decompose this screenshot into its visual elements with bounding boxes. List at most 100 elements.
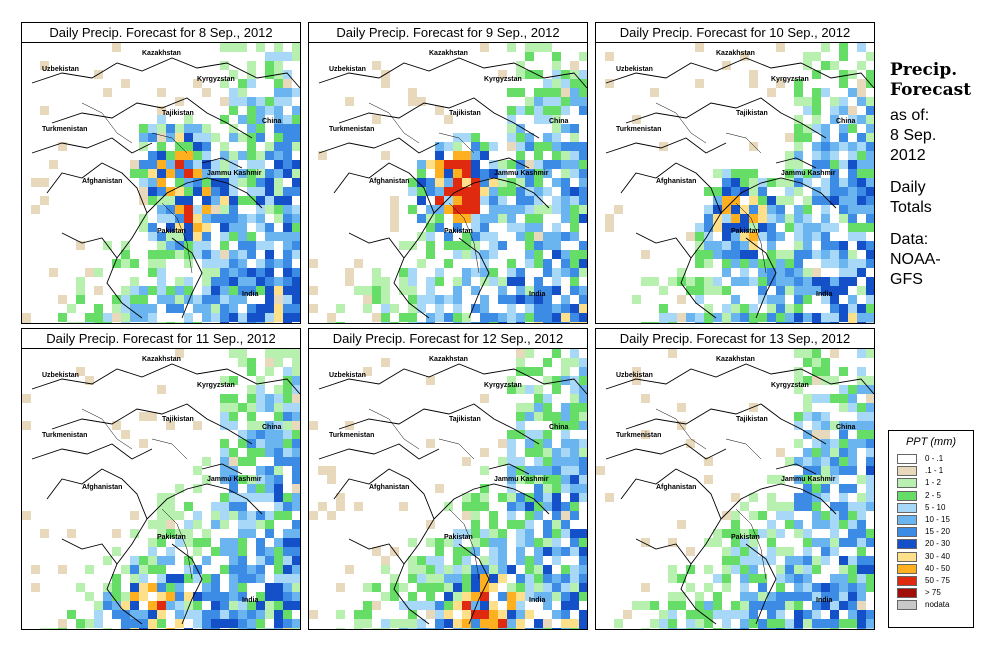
country-label-jammu_kashmir: Jammu Kashmir (781, 170, 836, 177)
country-label-china: China (836, 118, 856, 125)
legend-label: 2 - 5 (925, 490, 942, 500)
legend-item: 0 - .1 (889, 453, 973, 465)
precip-map: Kazakhstan Uzbekistan Kyrgyzstan Tajikistan… (309, 43, 587, 323)
legend-label: 20 - 30 (925, 539, 950, 549)
legend-title: PPT (mm) (905, 436, 957, 448)
legend-item: 50 - 75 (889, 575, 973, 587)
country-label-kazakhstan: Kazakhstan (429, 356, 468, 363)
legend-label: .1 - 1 (925, 466, 944, 476)
info-heading: Forecast (890, 80, 972, 100)
country-label-afghanistan: Afghanistan (369, 484, 409, 491)
country-label-uzbekistan: Uzbekistan (616, 66, 653, 73)
data-label: Data: (890, 231, 929, 248)
panel-title: Daily Precip. Forecast for 13 Sep., 2012 (596, 329, 874, 349)
country-label-kazakhstan: Kazakhstan (142, 50, 181, 57)
country-label-afghanistan: Afghanistan (369, 178, 409, 185)
data-source: NOAA- (890, 251, 941, 268)
precip-map: Kazakhstan Uzbekistan Kyrgyzstan Tajikistan… (22, 43, 300, 323)
precip-map: Kazakhstan Uzbekistan Kyrgyzstan Tajikistan… (309, 349, 587, 629)
legend-swatch (897, 551, 917, 562)
country-label-turkmenistan: Turkmenistan (42, 432, 87, 439)
country-label-jammu_kashmir: Jammu Kashmir (781, 476, 836, 483)
country-label-kazakhstan: Kazakhstan (142, 356, 181, 363)
legend-swatch (897, 588, 917, 599)
legend-swatch (897, 514, 917, 525)
province-borders (655, 408, 767, 580)
legend-item: 40 - 50 (889, 563, 973, 575)
country-label-kyrgyzstan: Kyrgyzstan (484, 76, 522, 83)
country-borders (605, 363, 874, 625)
country-label-tajikistan: Tajikistan (162, 110, 194, 117)
forecast-panel-6: Daily Precip. Forecast for 13 Sep., 2012… (595, 328, 875, 630)
country-borders (31, 363, 300, 625)
legend-item: 30 - 40 (889, 551, 973, 563)
country-borders (31, 57, 300, 319)
province-borders (81, 102, 193, 274)
legend-item: 10 - 15 (889, 514, 973, 526)
precip-cells (309, 43, 587, 323)
country-label-pakistan: Pakistan (731, 534, 760, 541)
country-label-afghanistan: Afghanistan (82, 484, 122, 491)
forecast-panel-2: Daily Precip. Forecast for 9 Sep., 2012 … (308, 22, 588, 324)
forecast-panel-5: Daily Precip. Forecast for 12 Sep., 2012… (308, 328, 588, 630)
country-borders (318, 57, 587, 319)
legend-label: 15 - 20 (925, 527, 950, 537)
data-source: GFS (890, 271, 923, 288)
country-label-tajikistan: Tajikistan (449, 110, 481, 117)
legend-swatch (897, 478, 917, 489)
country-label-china: China (549, 118, 569, 125)
country-label-kazakhstan: Kazakhstan (716, 356, 755, 363)
legend-item: 2 - 5 (889, 490, 973, 502)
legend-swatch (897, 575, 917, 586)
country-label-india: India (242, 597, 258, 604)
legend-item: 5 - 10 (889, 502, 973, 514)
country-label-china: China (262, 118, 282, 125)
province-borders (81, 408, 193, 580)
totals-label: Totals (890, 199, 932, 216)
precip-cells (596, 349, 874, 629)
legend-label: nodata (925, 600, 950, 610)
legend-label: 5 - 10 (925, 502, 946, 512)
country-label-kyrgyzstan: Kyrgyzstan (197, 76, 235, 83)
legend-label: > 75 (925, 588, 941, 598)
country-label-turkmenistan: Turkmenistan (616, 126, 661, 133)
panel-title: Daily Precip. Forecast for 10 Sep., 2012 (596, 23, 874, 43)
country-label-jammu_kashmir: Jammu Kashmir (494, 476, 549, 483)
country-label-pakistan: Pakistan (157, 534, 186, 541)
country-label-uzbekistan: Uzbekistan (329, 66, 366, 73)
legend-swatch (897, 454, 917, 464)
country-borders (318, 363, 587, 625)
country-label-india: India (816, 597, 832, 604)
country-label-kazakhstan: Kazakhstan (429, 50, 468, 57)
precip-map: Kazakhstan Uzbekistan Kyrgyzstan Tajikistan… (605, 43, 874, 323)
legend-item: 20 - 30 (889, 538, 973, 550)
country-label-india: India (816, 291, 832, 298)
country-label-afghanistan: Afghanistan (82, 178, 122, 185)
country-label-china: China (836, 424, 856, 431)
country-label-pakistan: Pakistan (157, 228, 186, 235)
country-label-afghanistan: Afghanistan (656, 484, 696, 491)
panel-title: Daily Precip. Forecast for 9 Sep., 2012 (309, 23, 587, 43)
country-label-turkmenistan: Turkmenistan (616, 432, 661, 439)
panel-title: Daily Precip. Forecast for 11 Sep., 2012 (22, 329, 300, 349)
country-label-kazakhstan: Kazakhstan (716, 50, 755, 57)
precip-cells (22, 43, 300, 323)
forecast-panel-4: Daily Precip. Forecast for 11 Sep., 2012… (21, 328, 301, 630)
legend-item: 1 - 2 (889, 477, 973, 489)
legend-swatch (897, 490, 917, 501)
legend-label: 30 - 40 (925, 551, 950, 561)
precip-cells (22, 349, 300, 629)
legend-label: 10 - 15 (925, 514, 950, 524)
forecast-panel-3: Daily Precip. Forecast for 10 Sep., 2012… (595, 22, 875, 324)
country-label-turkmenistan: Turkmenistan (42, 126, 87, 133)
info-heading: Precip. (890, 60, 958, 80)
legend-label: 0 - .1 (925, 454, 944, 463)
country-label-kyrgyzstan: Kyrgyzstan (771, 76, 809, 83)
legend-label: 1 - 2 (925, 478, 942, 488)
country-label-turkmenistan: Turkmenistan (329, 126, 374, 133)
country-label-uzbekistan: Uzbekistan (616, 372, 653, 379)
precip-cells (605, 43, 874, 323)
country-label-turkmenistan: Turkmenistan (329, 432, 374, 439)
totals-label: Daily (890, 179, 926, 196)
country-label-jammu_kashmir: Jammu Kashmir (207, 476, 262, 483)
